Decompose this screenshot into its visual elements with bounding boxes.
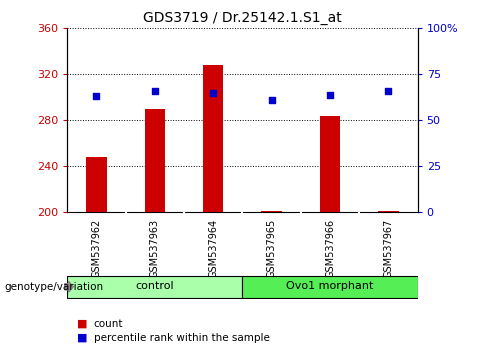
Text: ■: ■ (77, 319, 87, 329)
Text: percentile rank within the sample: percentile rank within the sample (94, 333, 269, 343)
Text: GSM537965: GSM537965 (266, 218, 276, 278)
Text: control: control (135, 281, 174, 291)
Text: GSM537962: GSM537962 (91, 218, 101, 278)
Point (209, 90, 217, 96)
Point (326, 92, 334, 97)
Text: count: count (94, 319, 123, 329)
Point (268, 97, 276, 103)
Point (384, 88, 392, 94)
Point (151, 88, 158, 94)
Bar (320, 116, 340, 212)
Text: GSM537964: GSM537964 (208, 218, 218, 278)
FancyBboxPatch shape (242, 275, 418, 298)
Text: ■: ■ (77, 333, 87, 343)
Title: GDS3719 / Dr.25142.1.S1_at: GDS3719 / Dr.25142.1.S1_at (143, 11, 342, 24)
FancyBboxPatch shape (67, 275, 242, 298)
Text: GSM537967: GSM537967 (384, 218, 394, 278)
Text: Ovo1 morphant: Ovo1 morphant (286, 281, 374, 291)
Text: GSM537963: GSM537963 (150, 218, 160, 278)
Bar (262, 211, 282, 212)
Text: GSM537966: GSM537966 (325, 218, 335, 278)
Bar (378, 211, 398, 212)
Bar (144, 109, 165, 212)
Bar (203, 65, 223, 212)
Point (93, 93, 100, 99)
Text: genotype/variation: genotype/variation (5, 282, 104, 292)
Bar (86, 157, 107, 212)
